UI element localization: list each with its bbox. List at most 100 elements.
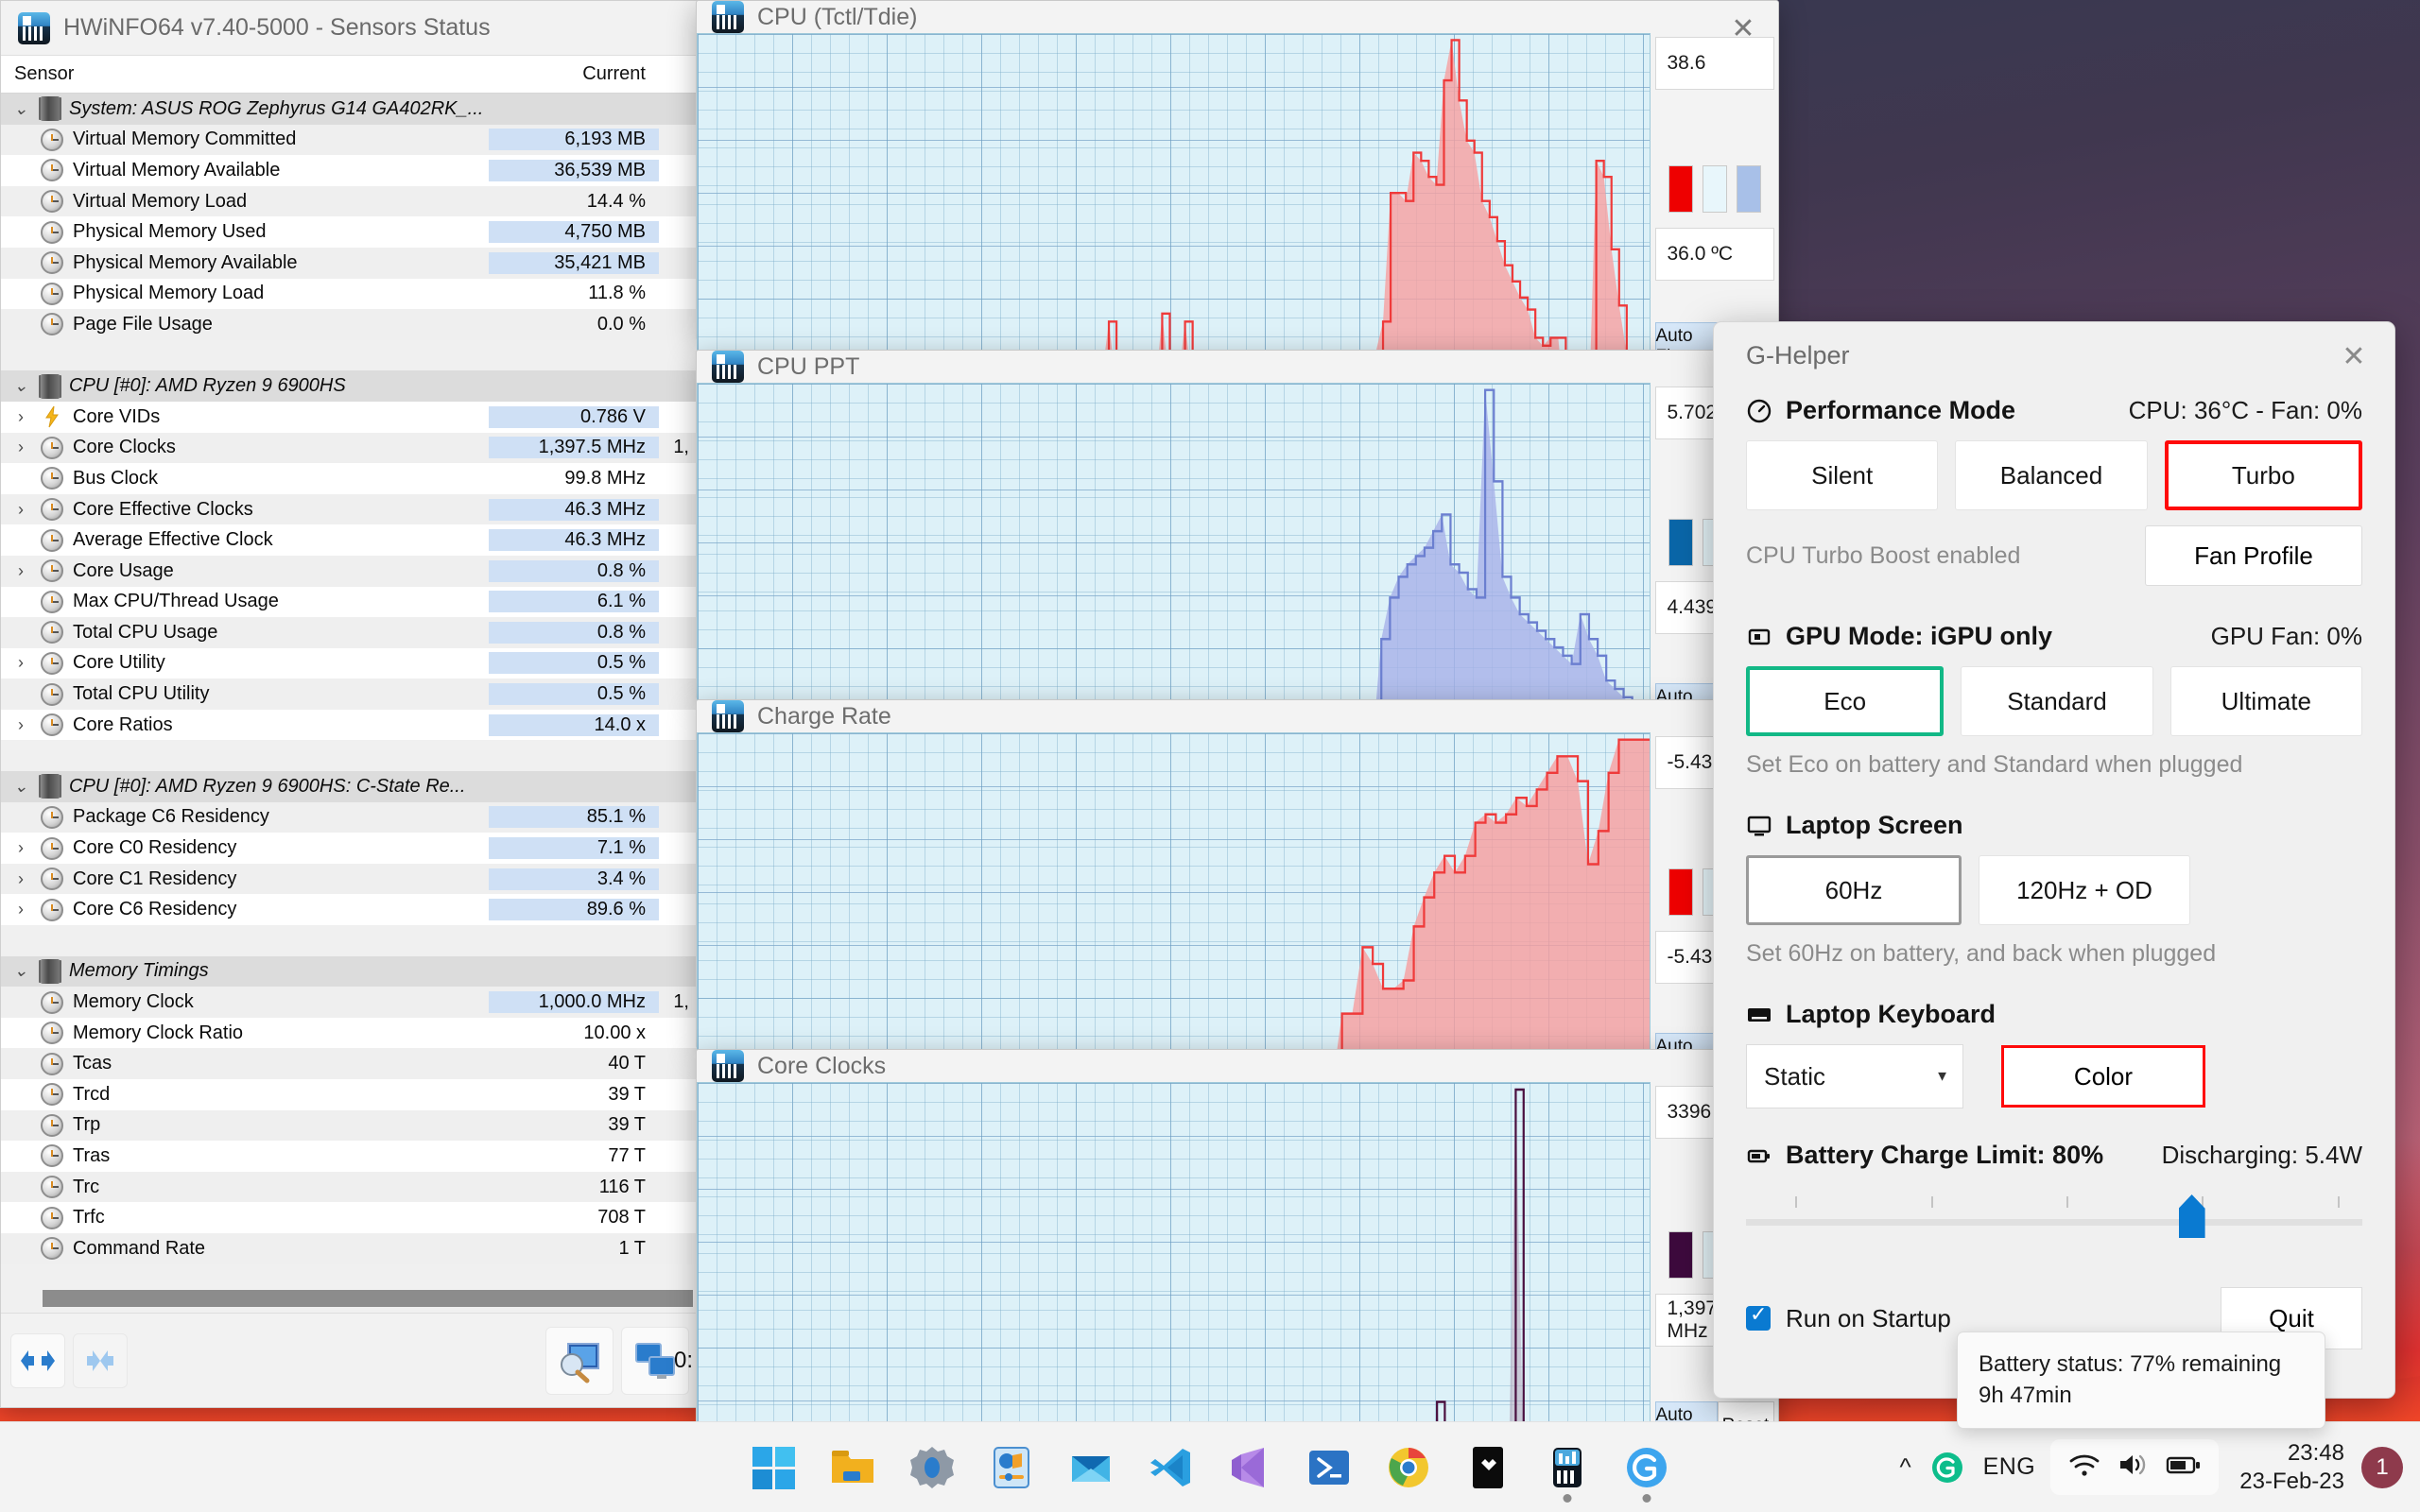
powershell-icon[interactable] [1300, 1438, 1358, 1497]
system-tray[interactable]: ^ ENG 23:48 23-Feb-23 1 [1885, 1439, 2403, 1496]
sensor-row[interactable]: Physical Memory Load 11.8 % [1, 278, 699, 310]
clock[interactable]: 23:48 23-Feb-23 [2219, 1439, 2361, 1496]
hwinfo-toolbar[interactable]: 0: [1, 1313, 699, 1407]
visual-studio-icon[interactable] [1220, 1438, 1279, 1497]
color-swatch-2[interactable] [1736, 165, 1761, 213]
sensor-row[interactable]: Total CPU Usage 0.8 % [1, 617, 699, 648]
gear-icon[interactable] [903, 1438, 961, 1497]
battery-charge-limit-slider[interactable] [1746, 1191, 2362, 1238]
sensor-row[interactable]: Trcd 39 T [1, 1079, 699, 1110]
sensor-row[interactable]: Average Effective Clock 46.3 MHz [1, 524, 699, 556]
graph-titlebar[interactable]: Charge Rate✕ [697, 700, 1778, 744]
ghelper-titlebar[interactable]: G-Helper ✕ [1714, 322, 2394, 392]
sensor-row[interactable]: Command Rate 1 T [1, 1232, 699, 1264]
sensor-table-body[interactable]: ⌄ System: ASUS ROG Zephyrus G14 GA402RK_.… [1, 94, 699, 1284]
gpu-mode-buttons[interactable]: Eco Standard Ultimate [1746, 666, 2362, 736]
chevron-down-icon[interactable]: ▼ [1935, 1068, 1949, 1085]
close-icon[interactable]: ✕ [2342, 340, 2366, 372]
chevron-right-icon[interactable]: › [18, 838, 24, 858]
sensor-row[interactable]: Trfc 708 T [1, 1202, 699, 1233]
start-button[interactable] [744, 1438, 803, 1497]
graph-titlebar[interactable]: CPU (Tctl/Tdie) ✕ [697, 1, 1778, 44]
sensor-row[interactable]: Tras 77 T [1, 1141, 699, 1172]
sensor-row[interactable]: Page File Usage 0.0 % [1, 309, 699, 340]
sensor-row[interactable]: Max CPU/Thread Usage 6.1 % [1, 586, 699, 618]
column-header-current[interactable]: Current [582, 63, 646, 84]
sensor-row[interactable]: › Core Utility 0.5 % [1, 647, 699, 679]
sensor-row[interactable]: Physical Memory Used 4,750 MB [1, 216, 699, 248]
mail-icon[interactable] [1062, 1438, 1120, 1497]
vscode-icon[interactable] [1141, 1438, 1200, 1497]
performance-mode-buttons[interactable]: Silent Balanced Turbo [1746, 440, 2362, 510]
hwinfo-sensors-window[interactable]: HWiNFO64 v7.40-5000 - Sensors Status Sen… [0, 0, 700, 1408]
horizontal-scrollbar[interactable] [1, 1284, 699, 1313]
gpu-mode-eco[interactable]: Eco [1746, 666, 1945, 736]
keyboard-color-button[interactable]: Color [2001, 1045, 2205, 1108]
sensor-row[interactable]: Tcas 40 T [1, 1048, 699, 1079]
notification-badge[interactable]: 1 [2361, 1446, 2403, 1488]
color-swatch-1[interactable] [1702, 165, 1727, 213]
run-on-startup-toggle[interactable]: Run on Startup [1746, 1302, 1951, 1333]
chevron-right-icon[interactable]: › [18, 499, 24, 519]
sensor-row[interactable]: Physical Memory Available 35,421 MB [1, 247, 699, 279]
sensor-row[interactable]: Virtual Memory Load 14.4 % [1, 185, 699, 217]
sensor-row[interactable]: Bus Clock 99.8 MHz [1, 463, 699, 494]
sensor-row[interactable]: › Core C1 Residency 3.4 % [1, 863, 699, 895]
chevron-right-icon[interactable]: › [18, 438, 24, 457]
gpu-mode-ultimate[interactable]: Ultimate [2169, 666, 2362, 736]
graph-titlebar[interactable]: Core Clocks✕ [697, 1050, 1778, 1093]
screen-magnifier-icon[interactable] [545, 1326, 614, 1395]
close-icon[interactable]: ✕ [1731, 12, 1755, 44]
checkbox-checked-icon[interactable] [1746, 1302, 1771, 1331]
language-indicator[interactable]: ENG [1982, 1453, 2036, 1480]
sensor-row[interactable]: › Core Clocks 1,397.5 MHz 1, [1, 432, 699, 464]
graph-titlebar[interactable]: CPU PPT✕ [697, 351, 1778, 394]
keyboard-mode-select[interactable]: Static ▼ [1746, 1044, 1963, 1108]
sensor-row[interactable]: › Core Ratios 14.0 x [1, 709, 699, 741]
sensor-row[interactable]: Package C6 Residency 85.1 % [1, 801, 699, 833]
perf-mode-turbo[interactable]: Turbo [2164, 440, 2362, 510]
hwinfo-titlebar[interactable]: HWiNFO64 v7.40-5000 - Sensors Status [1, 1, 699, 56]
sensor-row[interactable]: › Core Usage 0.8 % [1, 555, 699, 587]
chevron-down-icon[interactable]: ⌄ [13, 961, 28, 981]
windows-taskbar[interactable]: ^ ENG 23:48 23-Feb-23 1 [0, 1421, 2420, 1512]
perf-mode-balanced[interactable]: Balanced [1955, 440, 2148, 510]
screen-mode-60hz[interactable]: 60Hz [1746, 855, 1962, 925]
ghelper-tray-icon[interactable] [1927, 1450, 1968, 1486]
wifi-icon[interactable] [2067, 1451, 2101, 1484]
chevron-right-icon[interactable]: › [18, 653, 24, 673]
ghelper-taskbar-icon[interactable] [1617, 1438, 1676, 1503]
graph-color-swatches[interactable] [1668, 165, 1761, 213]
chevron-right-icon[interactable]: › [18, 560, 24, 580]
scrollbar-thumb[interactable] [43, 1290, 693, 1307]
gpu-mode-standard[interactable]: Standard [1961, 666, 2153, 736]
battery-tray-icon[interactable] [2166, 1452, 2202, 1483]
fan-profile-button[interactable]: Fan Profile [2145, 525, 2362, 586]
color-swatch-0[interactable] [1668, 1231, 1693, 1279]
color-swatch-0[interactable] [1668, 165, 1693, 213]
hwinfo-taskbar-icon[interactable] [1538, 1438, 1597, 1503]
perf-mode-silent[interactable]: Silent [1746, 440, 1939, 510]
sensor-group-row[interactable]: ⌄ CPU [#0]: AMD Ryzen 9 6900HS [1, 370, 699, 402]
chrome-icon[interactable] [1379, 1438, 1438, 1497]
sensor-row[interactable]: Trp 39 T [1, 1109, 699, 1142]
sensor-group-row[interactable]: ⌄ Memory Timings [1, 955, 699, 988]
sensor-row[interactable]: Trc 116 T [1, 1171, 699, 1203]
sensor-row[interactable]: Memory Clock 1,000.0 MHz 1, [1, 987, 699, 1018]
chevron-down-icon[interactable]: ⌄ [13, 776, 28, 796]
armoury-crate-icon[interactable] [982, 1438, 1041, 1497]
sensor-row[interactable]: Virtual Memory Available 36,539 MB [1, 155, 699, 186]
chevron-up-icon[interactable]: ^ [1899, 1452, 1911, 1481]
sensor-row[interactable]: Total CPU Utility 0.5 % [1, 679, 699, 710]
chevron-right-icon[interactable]: › [18, 406, 24, 426]
dual-monitors-icon[interactable] [621, 1326, 689, 1395]
color-swatch-0[interactable] [1668, 519, 1693, 566]
tray-quick-settings[interactable] [2050, 1439, 2220, 1495]
color-swatch-0[interactable] [1668, 868, 1693, 916]
ghelper-window[interactable]: G-Helper ✕ Performance Mode CPU: 36°C - … [1713, 321, 2395, 1399]
sensor-row[interactable]: › Core VIDs 0.786 V [1, 401, 699, 433]
sensor-row[interactable]: Memory Clock Ratio 10.00 x [1, 1017, 699, 1049]
